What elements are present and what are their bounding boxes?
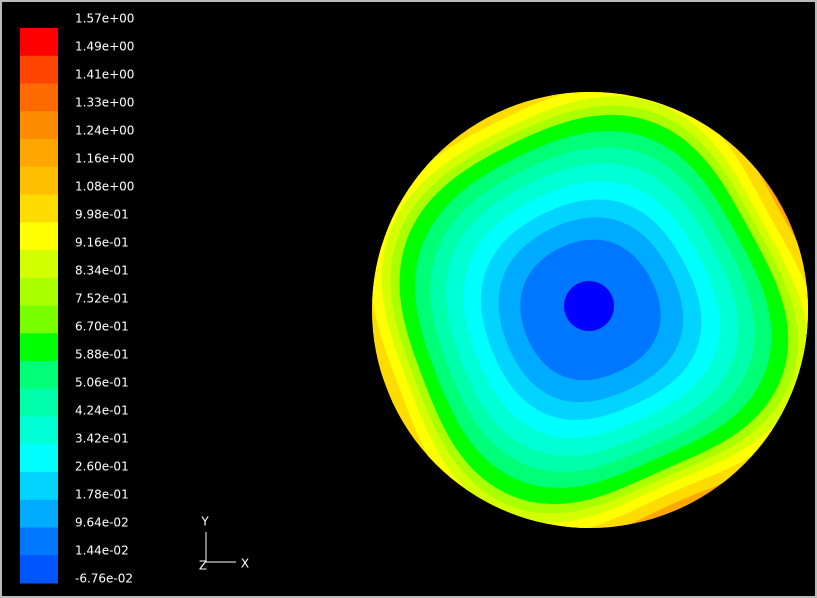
colorbar-swatch [20, 333, 58, 362]
colorbar-swatch [20, 55, 58, 84]
colorbar-swatch [20, 416, 58, 445]
colorbar-swatch [20, 250, 58, 279]
colorbar-label: 2.60e-01 [75, 460, 129, 474]
colorbar-label: 1.08e+00 [75, 180, 134, 194]
colorbar-label: 1.33e+00 [75, 96, 134, 110]
colorbar-label: 1.41e+00 [75, 68, 134, 82]
colorbar-label: 9.98e-01 [75, 208, 129, 222]
colorbar-swatch [20, 361, 58, 390]
colorbar-label: 1.57e+00 [75, 12, 134, 26]
colorbar-label: 7.52e-01 [75, 292, 129, 306]
colorbar-swatch [20, 527, 58, 556]
colorbar-label: 9.64e-02 [75, 516, 129, 530]
colorbar-swatch [20, 194, 58, 223]
colorbar-label: 5.06e-01 [75, 376, 129, 390]
colorbar-swatch [20, 499, 58, 528]
axes-triad: Y Z X [199, 515, 249, 573]
colorbar-label: -6.76e-02 [75, 572, 133, 586]
colorbar-label: 5.88e-01 [75, 348, 129, 362]
colorbar-swatch [20, 28, 58, 57]
colorbar-label: 1.44e-02 [75, 544, 129, 558]
contour-core [564, 281, 614, 331]
colorbar-label: 1.78e-01 [75, 488, 129, 502]
colorbar-swatch [20, 388, 58, 417]
triad-z-label: Z [199, 559, 207, 573]
colorbar-label: 4.24e-01 [75, 404, 129, 418]
triad-y-label: Y [200, 515, 209, 529]
colorbar-swatch [20, 111, 58, 140]
colorbar: 1.57e+00 1.49e+00 1.41e+00 1.33e+00 1.24e+00… [20, 12, 134, 586]
colorbar-swatch [20, 166, 58, 195]
colorbar-swatch [20, 139, 58, 168]
colorbar-label: 9.16e-01 [75, 236, 129, 250]
colorbar-label: 1.24e+00 [75, 124, 134, 138]
colorbar-label: 1.16e+00 [75, 152, 134, 166]
colorbar-swatch [20, 83, 58, 112]
colorbar-swatch [20, 472, 58, 501]
colorbar-swatch [20, 444, 58, 473]
colorbar-label: 3.42e-01 [75, 432, 129, 446]
colorbar-label: 1.49e+00 [75, 40, 134, 54]
colorbar-label: 6.70e-01 [75, 320, 129, 334]
colorbar-swatch [20, 222, 58, 251]
triad-x-label: X [241, 557, 249, 571]
contour-disk [372, 92, 808, 528]
colorbar-swatch [20, 305, 58, 334]
colorbar-swatch [20, 277, 58, 306]
colorbar-swatch [20, 555, 58, 584]
colorbar-label: 8.34e-01 [75, 264, 129, 278]
